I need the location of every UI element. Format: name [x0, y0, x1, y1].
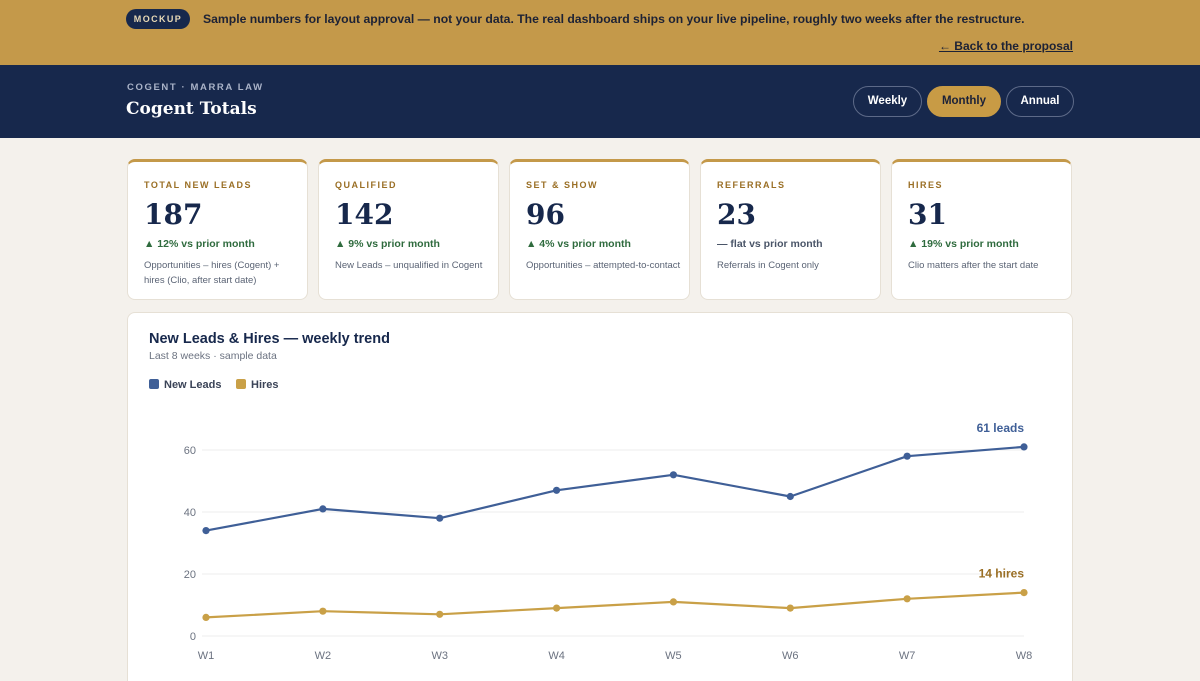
end-value-label: 61 leads [977, 421, 1025, 435]
kpi-value: 96 [526, 198, 565, 231]
kpi-note: Clio matters after the start date [908, 260, 1039, 271]
page-header: COGENT · MARRA LAW Cogent Totals Weekly … [0, 65, 1200, 138]
page-title: Cogent Totals [126, 99, 257, 119]
kpi-delta: — flat vs prior month [717, 238, 823, 250]
data-point [552, 486, 561, 494]
data-point [436, 514, 444, 522]
y-tick-label: 20 [184, 569, 196, 581]
x-tick-label: W1 [198, 650, 215, 662]
chart-title: New Leads & Hires — weekly trend [149, 331, 390, 347]
data-point [319, 505, 327, 513]
data-point [669, 598, 678, 606]
mockup-badge: MOCKUP [126, 9, 190, 29]
x-tick-label: W6 [782, 650, 799, 662]
data-point [786, 604, 794, 612]
data-point [202, 613, 210, 621]
kpi-note: New Leads – unqualified in Cogent [335, 260, 483, 271]
kpi-delta: ▲ 12% vs prior month [144, 238, 255, 250]
data-point [903, 595, 911, 603]
data-point [786, 492, 794, 501]
data-point [669, 471, 678, 479]
kpi-card-hires: HIRES 31 ▲ 19% vs prior month Clio matte… [891, 159, 1072, 300]
kpi-value: 23 [717, 198, 756, 231]
mockup-message: Sample numbers for layout approval — not… [203, 12, 1025, 26]
mockup-banner: MOCKUP Sample numbers for layout approva… [0, 0, 1200, 65]
data-point [319, 607, 327, 615]
data-point [202, 527, 210, 535]
legend-label: New Leads [164, 379, 222, 391]
kpi-label: REFERRALS [717, 180, 786, 190]
kpi-value: 31 [908, 198, 947, 231]
kpi-delta: ▲ 4% vs prior month [526, 238, 631, 250]
y-tick-label: 40 [184, 507, 196, 519]
data-point [1020, 443, 1028, 451]
period-weekly-button[interactable]: Weekly [853, 86, 922, 117]
kpi-delta: ▲ 9% vs prior month [335, 238, 440, 250]
kpi-label: HIRES [908, 180, 944, 190]
data-point [903, 452, 911, 460]
new-leads-line [205, 445, 1025, 532]
hires-line [205, 591, 1025, 619]
x-tick-label: W4 [548, 650, 565, 662]
kpi-value: 142 [335, 198, 394, 231]
kpi-card-referrals: REFERRALS 23 — flat vs prior month Refer… [700, 159, 881, 300]
data-point [1020, 589, 1028, 597]
x-tick-label: W7 [899, 650, 916, 662]
x-tick-label: W5 [665, 650, 682, 662]
period-monthly-button[interactable]: Monthly [927, 86, 1001, 117]
kpi-label: SET & SHOW [526, 180, 599, 190]
kpi-note: Opportunities – attempted-to-contact [526, 260, 681, 271]
x-tick-label: W3 [431, 650, 448, 662]
kpi-note: Opportunities – hires (Cogent) + hires (… [144, 260, 280, 286]
data-point [552, 604, 561, 612]
kpi-label: QUALIFIED [335, 180, 397, 190]
kpi-note: Referrals in Cogent only [717, 260, 819, 271]
legend-swatch [236, 379, 246, 389]
kpi-card-qualified: QUALIFIED 142 ▲ 9% vs prior month New Le… [318, 159, 499, 300]
x-tick-label: W2 [315, 650, 332, 662]
end-value-label: 14 hires [979, 567, 1025, 581]
legend-swatch [149, 379, 159, 389]
kpi-value: 187 [144, 198, 203, 231]
data-point [436, 610, 444, 618]
period-annual-button[interactable]: Annual [1006, 86, 1074, 117]
x-tick-label: W8 [1016, 650, 1033, 662]
legend-item-hires: Hires [236, 379, 279, 391]
kpi-delta: ▲ 19% vs prior month [908, 238, 1019, 250]
legend-label: Hires [251, 379, 279, 391]
trend-chart-card: New Leads & Hires — weekly trend Last 8 … [127, 312, 1073, 681]
y-tick-label: 60 [184, 445, 196, 457]
kpi-label: TOTAL NEW LEADS [144, 180, 252, 190]
breadcrumb: COGENT · MARRA LAW [127, 82, 264, 93]
chart-subtitle: Last 8 weeks · sample data [149, 350, 277, 362]
y-tick-label: 0 [190, 631, 196, 643]
kpi-card-total-new-leads: TOTAL NEW LEADS 187 ▲ 12% vs prior month… [127, 159, 308, 300]
kpi-card-set-and-show: SET & SHOW 96 ▲ 4% vs prior month Opport… [509, 159, 690, 300]
back-to-proposal-link[interactable]: ← Back to the proposal [938, 39, 1073, 53]
legend-item-new-leads: New Leads [149, 379, 221, 391]
line-chart: 0 20 40 60 W1 W2 W3 W4 W5 W6 W7 W8 61 leads 14 hires [184, 421, 1033, 662]
